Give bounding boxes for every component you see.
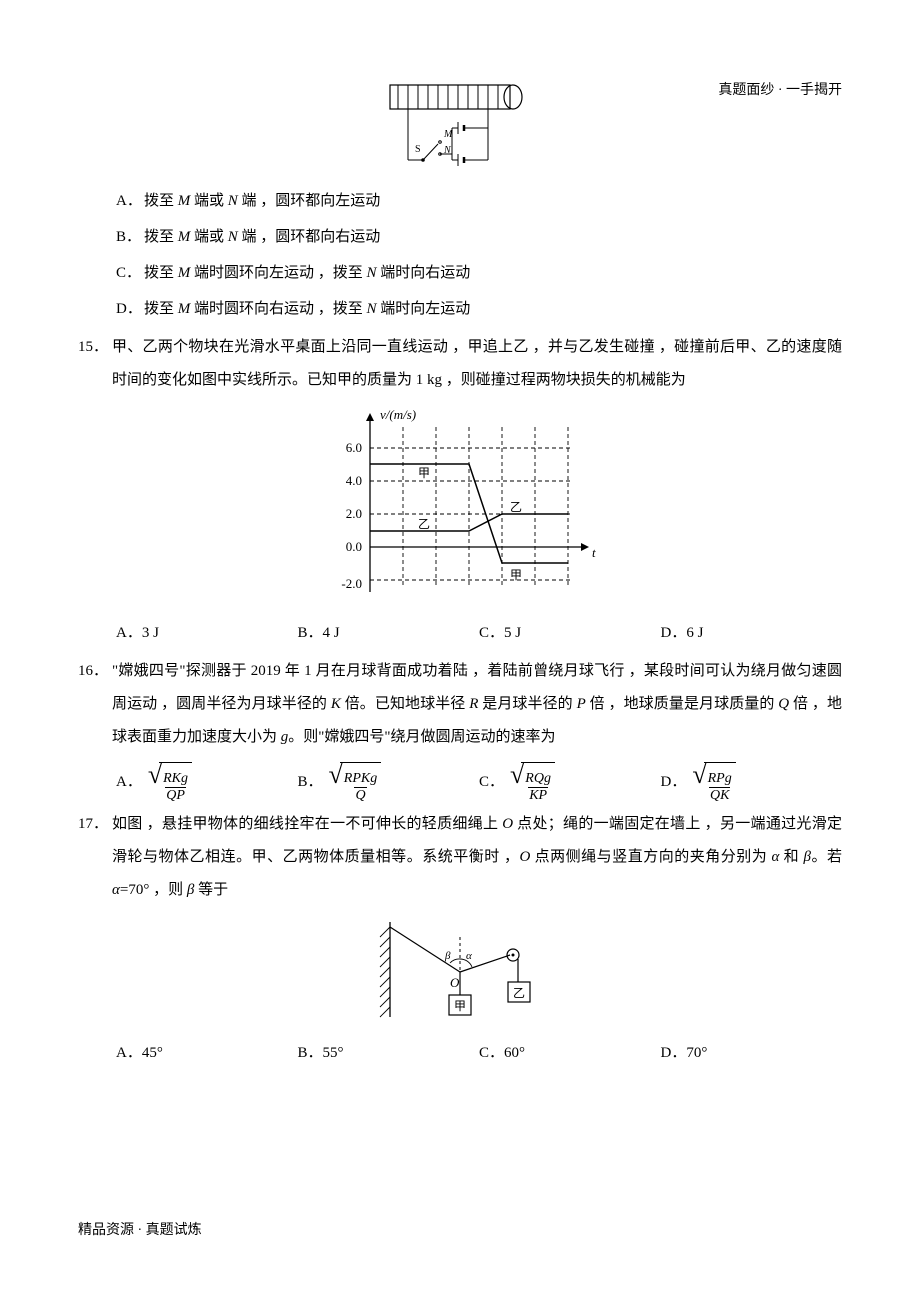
svg-text:乙: 乙 bbox=[510, 500, 522, 514]
q14-options: A． 拨至 M 端或 N 端 ，圆环都向左运动 B． 拨至 M 端或 N 端 ，… bbox=[78, 185, 842, 326]
svg-text:N: N bbox=[443, 145, 452, 156]
q16-text: "嫦娥四号"探测器于 2019 年 1 月在月球背面成功着陆 ，着陆前曾绕月球飞… bbox=[112, 655, 842, 754]
svg-text:乙: 乙 bbox=[418, 517, 430, 531]
q15-chart: -2.0 0.0 2.0 4.0 6.0 bbox=[78, 407, 842, 607]
svg-text:4.0: 4.0 bbox=[346, 473, 362, 488]
q16-options: A． √RKgQP B． √RPKgQ C． √RQgKP D． √RPgQK bbox=[78, 762, 842, 803]
q16-num: 16． bbox=[78, 655, 112, 754]
q15-text: 甲、乙两个物块在光滑水平桌面上沿同一直线运动 ，甲追上乙 ，并与乙发生碰撞 ，碰… bbox=[112, 331, 842, 397]
q17-text: 如图 ，悬挂甲物体的细线拴牢在一不可伸长的轻质细绳上 O 点处；绳的一端固定在墙… bbox=[112, 808, 842, 907]
q14-option-b: B． 拨至 M 端或 N 端 ，圆环都向右运动 bbox=[116, 221, 842, 254]
svg-text:0.0: 0.0 bbox=[346, 539, 362, 554]
q16-option-b: B． √RPKgQ bbox=[298, 762, 480, 803]
svg-text:甲: 甲 bbox=[510, 568, 522, 582]
q17-option-d: D．70° bbox=[661, 1037, 843, 1070]
q15-option-b: B．4 J bbox=[298, 617, 480, 650]
q17-num: 17． bbox=[78, 808, 112, 907]
svg-text:O: O bbox=[450, 975, 460, 990]
q14-option-d: D． 拨至 M 端时圆环向右运动 ，拨至 N 端时向左运动 bbox=[116, 293, 842, 326]
footer-text: 精品资源 · 真题试炼 bbox=[78, 1216, 202, 1247]
svg-text:甲: 甲 bbox=[454, 999, 466, 1013]
svg-text:M: M bbox=[443, 129, 453, 140]
q17-option-a: A．45° bbox=[116, 1037, 298, 1070]
q17-figure: O 乙 甲 β α bbox=[78, 917, 842, 1027]
q15-option-a: A．3 J bbox=[116, 617, 298, 650]
option-letter: A． bbox=[116, 185, 144, 218]
option-letter: C． bbox=[116, 257, 144, 290]
q16-option-d: D． √RPgQK bbox=[661, 762, 843, 803]
q15-options: A．3 J B．4 J C．5 J D．6 J bbox=[78, 617, 842, 650]
q17-option-c: C．60° bbox=[479, 1037, 661, 1070]
q15-option-c: C．5 J bbox=[479, 617, 661, 650]
svg-text:6.0: 6.0 bbox=[346, 440, 362, 455]
q17-option-b: B．55° bbox=[298, 1037, 480, 1070]
svg-text:甲: 甲 bbox=[418, 466, 430, 480]
svg-text:S: S bbox=[415, 144, 421, 155]
q17: 17． 如图 ，悬挂甲物体的细线拴牢在一不可伸长的轻质细绳上 O 点处；绳的一端… bbox=[78, 808, 842, 907]
q16-option-a: A． √RKgQP bbox=[116, 762, 298, 803]
q16-option-c: C． √RQgKP bbox=[479, 762, 661, 803]
option-letter: D． bbox=[116, 293, 144, 326]
option-letter: B． bbox=[116, 221, 144, 254]
svg-text:t: t bbox=[592, 545, 596, 560]
svg-text:-2.0: -2.0 bbox=[341, 576, 362, 591]
q16: 16． "嫦娥四号"探测器于 2019 年 1 月在月球背面成功着陆 ，着陆前曾… bbox=[78, 655, 842, 754]
svg-text:α: α bbox=[466, 950, 472, 962]
q17-options: A．45° B．55° C．60° D．70° bbox=[78, 1037, 842, 1070]
q14-option-a: A． 拨至 M 端或 N 端 ，圆环都向左运动 bbox=[116, 185, 842, 218]
svg-text:乙: 乙 bbox=[513, 986, 525, 1000]
svg-text:2.0: 2.0 bbox=[346, 506, 362, 521]
q15-option-d: D．6 J bbox=[661, 617, 843, 650]
q15-num: 15． bbox=[78, 331, 112, 397]
q14-option-c: C． 拨至 M 端时圆环向左运动 ，拨至 N 端时向右运动 bbox=[116, 257, 842, 290]
header-text: 真题面纱 · 一手揭开 bbox=[718, 76, 842, 107]
svg-text:β: β bbox=[444, 950, 451, 962]
q15: 15． 甲、乙两个物块在光滑水平桌面上沿同一直线运动 ，甲追上乙 ，并与乙发生碰… bbox=[78, 331, 842, 397]
svg-text:v/(m/s): v/(m/s) bbox=[380, 407, 416, 422]
